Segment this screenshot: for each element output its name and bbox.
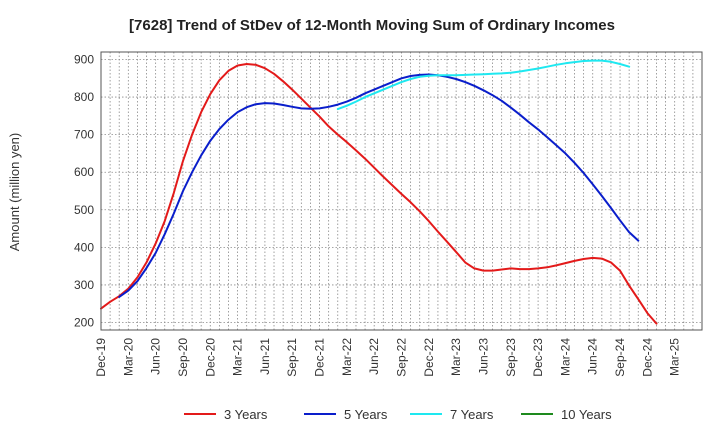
y-tick-label: 800	[74, 90, 94, 104]
y-tick-label: 300	[74, 278, 94, 292]
y-tick-labels: 200 300 400 500 600 700 800 900	[74, 53, 94, 330]
series-line	[118, 73, 640, 298]
x-tick-label: Sep-22	[395, 338, 409, 377]
x-tick-label: Dec-22	[422, 338, 436, 377]
x-tick-label: Mar-21	[231, 338, 245, 376]
x-tick-label: Dec-19	[94, 338, 108, 377]
x-tick-label: Dec-24	[640, 338, 654, 377]
x-tick-label: Dec-21	[313, 338, 327, 377]
legend-label: 3 Years	[224, 407, 268, 422]
y-tick-label: 600	[74, 165, 94, 179]
x-tick-label: Mar-22	[340, 338, 354, 376]
y-tick-label: 700	[74, 128, 94, 142]
series-line	[100, 63, 658, 325]
series-line	[336, 59, 631, 111]
x-tick-label: Dec-23	[531, 338, 545, 377]
x-tick-label: Sep-20	[176, 338, 190, 377]
x-tick-label: Mar-23	[449, 338, 463, 376]
grid	[101, 52, 702, 330]
y-tick-label: 900	[74, 53, 94, 67]
x-tick-label: Jun-20	[149, 338, 163, 375]
x-tick-label: Mar-24	[558, 338, 572, 376]
legend-label: 5 Years	[344, 407, 388, 422]
x-tick-label: Mar-20	[121, 338, 135, 376]
x-tick-label: Jun-22	[367, 338, 381, 375]
legend: 3 Years 5 Years 7 Years 10 Years	[184, 407, 612, 422]
chart-title: [7628] Trend of StDev of 12-Month Moving…	[129, 17, 615, 34]
y-axis-label: Amount (million yen)	[7, 133, 22, 252]
x-tick-label: Mar-25	[668, 338, 682, 376]
x-tick-label: Sep-21	[285, 338, 299, 377]
y-tick-label: 500	[74, 203, 94, 217]
legend-label: 7 Years	[450, 407, 494, 422]
series-lines	[100, 59, 658, 325]
x-tick-label: Dec-20	[203, 338, 217, 377]
plot-frame	[100, 51, 703, 331]
x-tick-label: Sep-23	[504, 338, 518, 377]
x-tick-label: Jun-21	[258, 338, 272, 375]
x-tick-label: Jun-23	[476, 338, 490, 375]
legend-label: 10 Years	[561, 407, 612, 422]
x-tick-label: Sep-24	[613, 338, 627, 377]
x-tick-label: Jun-24	[586, 338, 600, 375]
x-tick-labels: Dec-19 Mar-20 Jun-20 Sep-20 Dec-20 Mar-21 Jun-…	[94, 338, 682, 377]
y-tick-label: 400	[74, 240, 94, 254]
y-tick-label: 200	[74, 315, 94, 329]
